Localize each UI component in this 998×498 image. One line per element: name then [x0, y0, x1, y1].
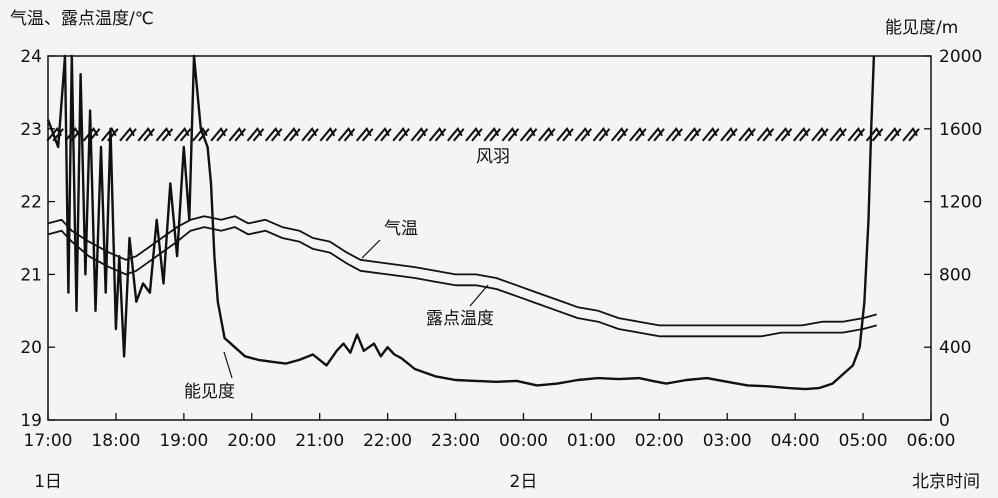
y-right-tick-label: 400	[939, 338, 971, 358]
y-left-ticks: 19 20 21 22 23 24	[20, 47, 55, 431]
y-right-ticks: 0 400 800 1200 1600 2000	[924, 47, 982, 431]
wind-barb	[501, 127, 520, 142]
x-tick-label: 06:00	[907, 431, 956, 451]
wind-barb	[683, 127, 702, 142]
wind-barb	[865, 127, 884, 142]
wind-barb	[137, 127, 156, 142]
date-labels: 1日 2日	[34, 472, 537, 492]
x-tick-label: 20:00	[227, 431, 276, 451]
wind-barb	[319, 127, 338, 142]
wind-barb	[538, 127, 556, 142]
wind-barb	[720, 127, 738, 142]
wind-barb	[647, 127, 665, 142]
wind-barb	[592, 127, 611, 142]
wind-barb	[792, 127, 811, 142]
wind-barb	[374, 127, 392, 142]
temperature-annotation: 气温	[384, 219, 418, 239]
wind-barb	[301, 127, 319, 142]
plot-frame	[47, 55, 932, 421]
wind-barb	[756, 127, 775, 142]
y-left-tick-label: 21	[20, 265, 42, 285]
wind-barb	[774, 127, 793, 142]
x-axis-label: 北京时间	[912, 472, 980, 492]
wind-barb	[465, 127, 483, 142]
wind-barb	[483, 127, 501, 142]
wind-barb	[410, 127, 429, 142]
wind-barb	[392, 127, 410, 142]
wind-barb	[355, 127, 374, 142]
wind-barbs	[46, 127, 920, 142]
x-tick-label: 21:00	[295, 431, 344, 451]
wind-annotation: 风羽	[476, 147, 510, 167]
y-right-tick-label: 1200	[939, 193, 982, 213]
x-tick-label: 05:00	[839, 431, 888, 451]
y-right-label: 能见度/m	[885, 18, 958, 38]
wind-barb	[173, 127, 192, 142]
visibility-annotation: 能见度	[184, 382, 235, 402]
y-left-tick-label: 23	[20, 120, 42, 140]
y-right-tick-label: 0	[939, 411, 950, 431]
wind-barb	[829, 127, 847, 142]
wind-barb	[337, 127, 356, 142]
x-tick-label: 17:00	[24, 431, 73, 451]
visibility-leader	[223, 351, 233, 379]
y-left-tick-label: 20	[20, 338, 42, 358]
y-left-tick-label: 22	[20, 193, 42, 213]
y-left-tick-label: 24	[20, 47, 42, 67]
x-tick-label: 01:00	[567, 431, 616, 451]
y-left-label: 气温、露点温度/℃	[10, 9, 154, 29]
x-tick-label: 02:00	[635, 431, 684, 451]
wind-barb	[610, 127, 629, 142]
wind-barb	[155, 127, 174, 142]
wind-barb	[902, 127, 920, 142]
wind-barb	[519, 127, 538, 142]
wind-barb	[119, 127, 137, 142]
x-tick-label: 18:00	[91, 431, 140, 451]
wind-barb	[574, 127, 593, 142]
wind-barb	[210, 127, 228, 142]
x-tick-label: 19:00	[159, 431, 208, 451]
wind-barb	[629, 127, 647, 142]
x-ticks: 17:00 18:00 19:00 20:00 21:00 22:00 23:00 00:00…	[24, 413, 956, 451]
temperature-leader	[361, 239, 381, 259]
wind-barb	[701, 127, 720, 142]
date-label: 2日	[510, 472, 538, 492]
dewpoint-leader	[469, 284, 489, 307]
wind-barb	[283, 127, 301, 142]
series-lines	[46, 54, 877, 391]
x-tick-label: 00:00	[499, 431, 548, 451]
y-left-tick-label: 19	[20, 411, 42, 431]
x-tick-label: 23:00	[431, 431, 480, 451]
y-right-tick-label: 2000	[939, 47, 982, 67]
x-tick-label: 22:00	[363, 431, 412, 451]
wind-barb	[228, 127, 247, 142]
series-line-3	[46, 54, 876, 391]
y-right-tick-label: 800	[939, 265, 971, 285]
dewpoint-annotation: 露点温度	[426, 309, 494, 329]
wind-barb	[246, 127, 265, 142]
wind-barb	[811, 127, 829, 142]
wind-barb	[556, 127, 574, 142]
wind-barb	[884, 127, 902, 142]
wind-barb	[738, 127, 756, 142]
y-right-tick-label: 1600	[939, 120, 982, 140]
wind-barb	[665, 127, 684, 142]
date-label: 1日	[34, 472, 62, 492]
wind-barb	[428, 127, 447, 142]
wind-barb	[264, 127, 283, 142]
x-tick-label: 03:00	[703, 431, 752, 451]
wind-barb	[447, 127, 465, 142]
wind-barb	[847, 127, 866, 142]
x-tick-label: 04:00	[771, 431, 820, 451]
